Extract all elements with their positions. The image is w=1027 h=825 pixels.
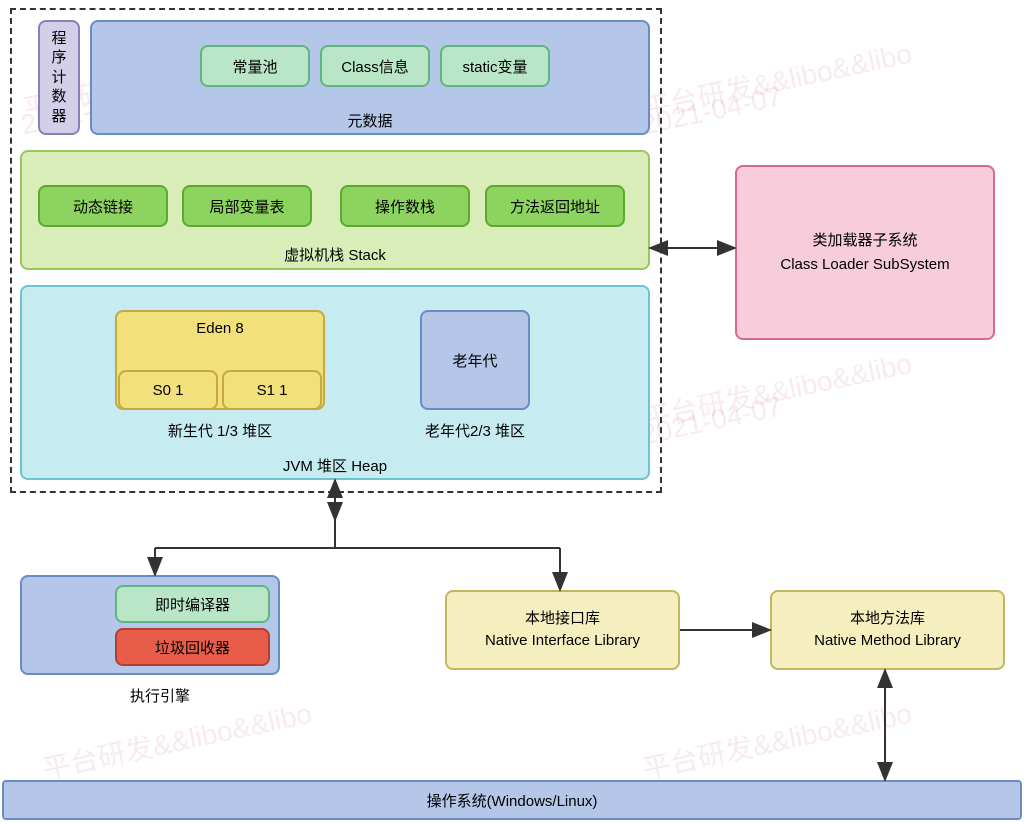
survivor-0: S0 1 [118,370,218,410]
metadata-label: 元数据 [92,110,648,131]
class-info: Class信息 [320,45,430,87]
dynamic-linking: 动态链接 [38,185,168,227]
native-if-label-en: Native Interface Library [485,630,640,653]
heap-label: JVM 堆区 Heap [22,455,648,476]
old-gen-caption: 老年代2/3 堆区 [390,420,560,441]
watermark: 平台研发&&libo&&libo [639,32,915,128]
program-counter: 程 序 计 数 器 [38,20,80,135]
garbage-collector: 垃圾回收器 [115,628,270,666]
native-method-library: 本地方法库 Native Method Library [770,590,1005,670]
class-loader-label-cn: 类加载器子系统 [812,229,917,253]
execution-engine-caption: 执行引擎 [100,685,220,706]
stack-label: 虚拟机栈 Stack [22,244,648,265]
jit-compiler: 即时编译器 [115,585,270,623]
native-if-label-cn: 本地接口库 [525,608,600,631]
class-loader-label-en: Class Loader SubSystem [780,253,949,277]
eden-label: Eden 8 [117,320,323,337]
native-method-label-en: Native Method Library [814,630,961,653]
return-address: 方法返回地址 [485,185,625,227]
young-gen-caption: 新生代 1/3 堆区 [115,420,325,441]
watermark: 平台研发&&libo&&libo [639,692,915,788]
constant-pool: 常量池 [200,45,310,87]
local-variable-table: 局部变量表 [182,185,312,227]
operating-system: 操作系统(Windows/Linux) [2,780,1022,820]
watermark: 平台研发&&libo&&libo [39,692,315,788]
static-variable: static变量 [440,45,550,87]
old-generation: 老年代 [420,310,530,410]
operand-stack: 操作数栈 [340,185,470,227]
survivor-1: S1 1 [222,370,322,410]
watermark: 平台研发&&libo&&libo [639,342,915,438]
native-method-label-cn: 本地方法库 [850,608,925,631]
native-interface-library: 本地接口库 Native Interface Library [445,590,680,670]
class-loader-subsystem: 类加载器子系统 Class Loader SubSystem [735,165,995,340]
